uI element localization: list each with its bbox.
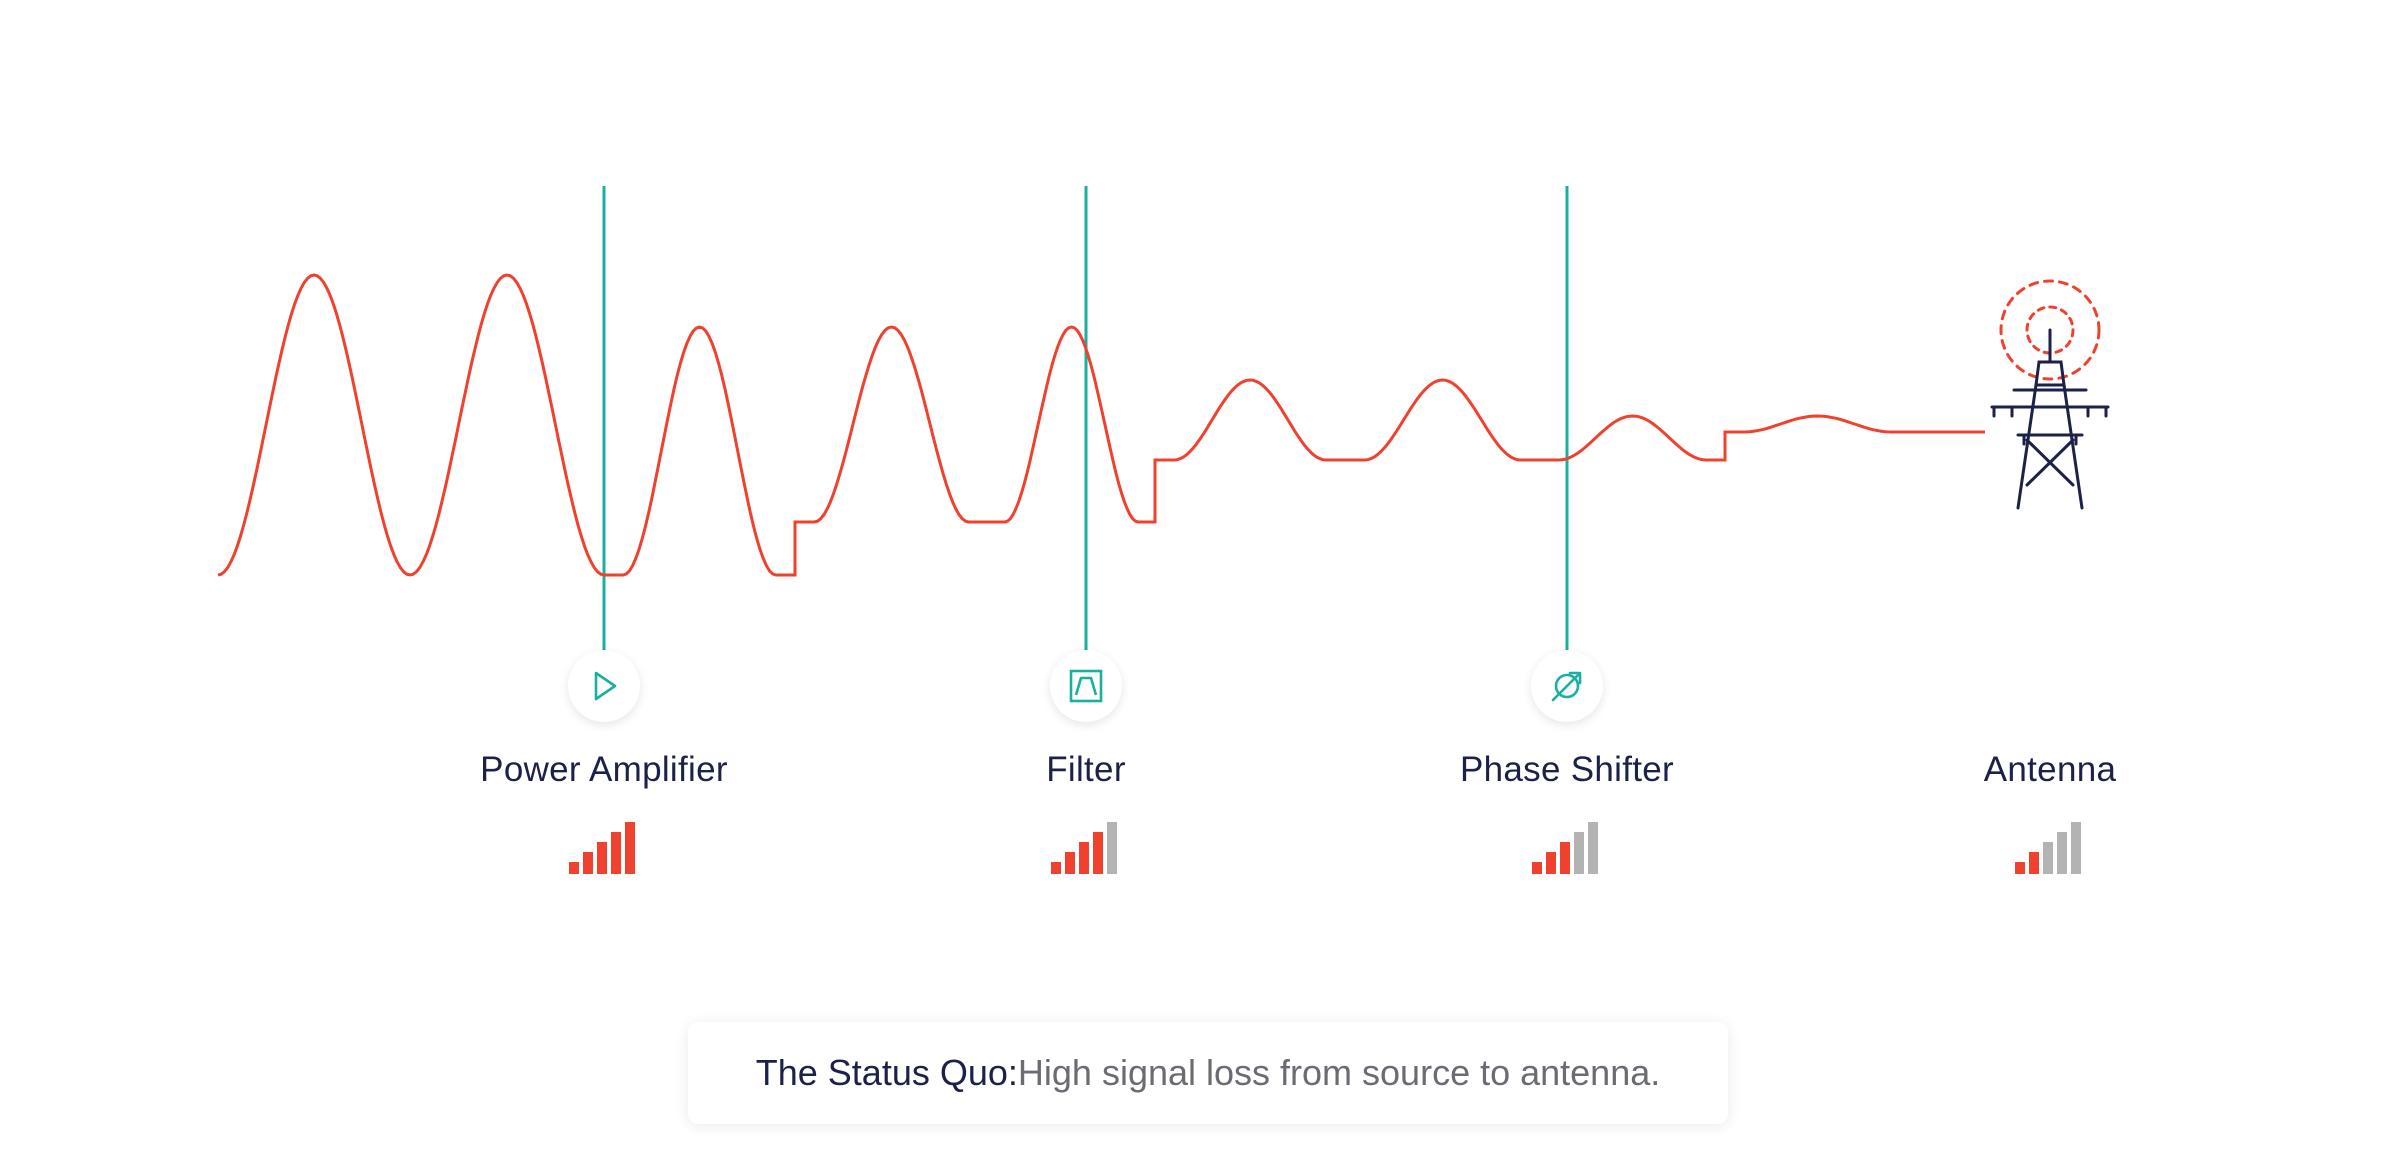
signal-bar (1107, 822, 1117, 874)
stage-label: Power Amplifier (480, 750, 728, 789)
signal-bar (2071, 822, 2081, 874)
bandpass-filter-icon (1069, 669, 1103, 703)
signal-bar (1574, 832, 1584, 874)
signal-bar (1065, 852, 1075, 874)
caption-text: High signal loss from source to antenna. (1017, 1052, 1661, 1093)
stage-label: Filter (1046, 750, 1126, 789)
signal-bar (1546, 852, 1556, 874)
caption-lead: The Status Quo: (755, 1052, 1018, 1093)
play-triangle-icon (594, 671, 617, 701)
status-quo-caption: The Status Quo: High signal loss from so… (688, 1022, 1728, 1124)
stage-label: Antenna (1983, 750, 2117, 789)
radio-wave-outer-icon (1999, 279, 2101, 381)
signal-bar (597, 842, 607, 874)
signal-bar (1560, 842, 1570, 874)
signal-bar (2029, 852, 2039, 874)
filter-badge (1050, 650, 1122, 722)
signal-bar (1588, 822, 1598, 874)
signal-bar (569, 862, 579, 874)
signal-strength-meter (1532, 822, 1602, 874)
signal-bar (1079, 842, 1089, 874)
signal-strength-meter (1051, 822, 1121, 874)
antenna-tower-icon (1990, 279, 2110, 510)
signal-bar (583, 852, 593, 874)
signal-bar (2015, 862, 2025, 874)
signal-bar (1532, 862, 1542, 874)
phase-shift-icon (1551, 671, 1582, 702)
signal-strength-meter (569, 822, 639, 874)
signal-strength-meter (2015, 822, 2085, 874)
signal-bar (1051, 862, 1061, 874)
phase-shifter-badge (1531, 650, 1603, 722)
stage-label: Phase Shifter (1459, 750, 1675, 789)
signal-bar (2057, 832, 2067, 874)
power-amplifier-badge (568, 650, 640, 722)
signal-bar (625, 822, 635, 874)
signal-bar (1093, 832, 1103, 874)
signal-bar (611, 832, 621, 874)
signal-wave (217, 273, 1985, 577)
signal-bar (2043, 842, 2053, 874)
